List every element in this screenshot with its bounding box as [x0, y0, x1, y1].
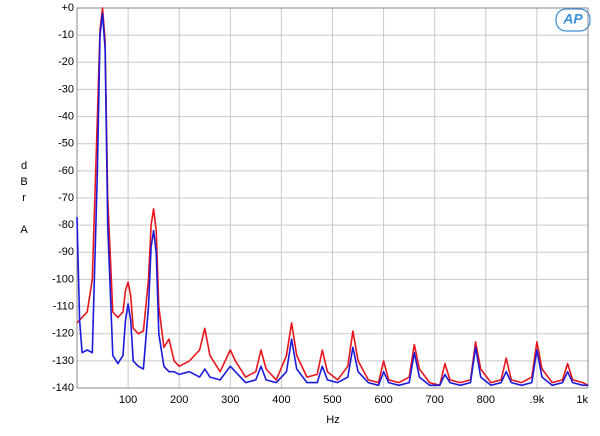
x-tick-label: 200: [170, 394, 188, 406]
y-axis-label: dBr A: [18, 160, 30, 240]
y-tick-label: -110: [53, 300, 74, 312]
y-tick-label: -140: [52, 382, 74, 394]
x-tick-label: 700: [426, 394, 444, 406]
plot-frame: [76, 7, 589, 389]
y-tick-label: -120: [52, 328, 74, 340]
y-tick-label: -10: [58, 29, 74, 41]
x-tick-label: 100: [119, 394, 137, 406]
y-tick-label: -50: [58, 138, 74, 150]
logo-frame: [555, 8, 591, 32]
series-line: [76, 7, 589, 387]
logo-text: AP: [562, 11, 583, 27]
y-tick-label: -70: [58, 192, 74, 204]
y-tick-label: +0: [61, 2, 74, 14]
x-tick-label: 500: [323, 394, 341, 406]
series-line: [76, 12, 588, 387]
x-tick-label: 300: [221, 394, 239, 406]
y-tick-label: -30: [58, 83, 74, 95]
y-tick-label: -20: [58, 56, 74, 68]
y-tick-label: -100: [52, 273, 74, 285]
y-tick-label: -60: [58, 165, 74, 177]
x-tick-label: 800: [477, 394, 495, 406]
x-tick-label: 600: [374, 394, 392, 406]
logo: AP: [555, 8, 591, 32]
x-tick-label: .9k: [530, 394, 545, 406]
y-tick-label: -40: [58, 110, 74, 122]
y-tick-label: -130: [52, 355, 74, 367]
x-tick-label: 1k: [576, 394, 588, 406]
x-tick-label: 400: [272, 394, 290, 406]
y-tick-label: -90: [58, 246, 74, 258]
y-tick-label: -80: [58, 219, 74, 231]
x-axis-label: Hz: [326, 414, 339, 426]
